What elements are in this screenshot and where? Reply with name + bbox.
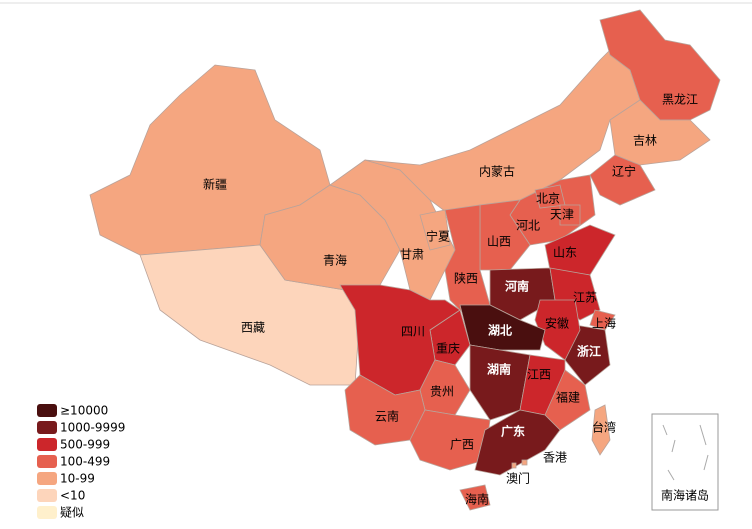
province[interactable] <box>599 9 721 121</box>
province-label: 福建 <box>556 390 580 405</box>
province-label: 广西 <box>450 438 474 452</box>
legend-label: 100-499 <box>60 455 110 469</box>
province-label: 青海 <box>323 253 347 268</box>
province[interactable] <box>544 224 616 276</box>
province[interactable] <box>474 409 561 476</box>
legend-label: 10-99 <box>60 472 95 486</box>
province-label: 云南 <box>375 409 399 424</box>
province-label: 天津 <box>550 208 574 222</box>
province-label: 江西 <box>527 368 551 382</box>
legend-swatch <box>37 421 57 434</box>
inset-label: 南海诸岛 <box>661 488 709 503</box>
province-label: 新疆 <box>203 177 227 192</box>
legend-swatch <box>37 489 57 502</box>
legend-swatch <box>37 506 57 519</box>
province-label: 甘肃 <box>400 248 424 262</box>
province-label: 黑龙江 <box>662 93 698 107</box>
legend-label: ≥10000 <box>60 404 108 418</box>
province-label: 陕西 <box>454 271 478 286</box>
province-label: 香港 <box>543 451 567 465</box>
province-label: 山东 <box>553 246 577 260</box>
province-label: 澳门 <box>506 471 530 486</box>
province-label: 西藏 <box>241 321 265 335</box>
province-label: 湖南 <box>487 362 511 377</box>
province-label: 四川 <box>401 325 425 339</box>
province[interactable] <box>521 459 528 466</box>
province-label: 山西 <box>487 235 511 249</box>
province[interactable] <box>419 209 451 251</box>
province-label: 重庆 <box>436 342 460 356</box>
province-label: 贵州 <box>430 385 454 399</box>
province[interactable] <box>459 484 491 511</box>
province-label: 台湾 <box>592 420 616 435</box>
inset-frame <box>651 413 719 511</box>
province-label: 浙江 <box>577 344 601 359</box>
province-label: 吉林 <box>633 134 657 148</box>
legend-swatch <box>37 455 57 468</box>
legend-swatch <box>37 438 57 451</box>
province-label: 湖北 <box>488 323 512 338</box>
legend-label: 500-999 <box>60 438 110 452</box>
province-label: 北京 <box>536 192 560 206</box>
legend-swatch <box>37 472 57 485</box>
province-label: 辽宁 <box>612 164 636 179</box>
province[interactable] <box>589 154 656 206</box>
province-label: 海南 <box>465 492 489 507</box>
province-label: 上海 <box>592 316 616 331</box>
province[interactable] <box>591 404 611 456</box>
legend-swatch <box>37 404 57 417</box>
province[interactable] <box>559 204 581 226</box>
province[interactable] <box>511 462 517 469</box>
province[interactable] <box>549 267 601 321</box>
legend-label: 1000-9999 <box>60 421 125 435</box>
legend-label: <10 <box>60 489 85 503</box>
province-label: 宁夏 <box>426 229 450 244</box>
province-label: 广东 <box>501 424 525 439</box>
province-label: 安徽 <box>545 316 569 331</box>
province-label: 河南 <box>504 279 529 294</box>
province-label: 江苏 <box>573 291 597 305</box>
province-label: 河北 <box>516 219 540 233</box>
legend-label: 疑似 <box>60 505 84 520</box>
province-label: 内蒙古 <box>479 164 515 179</box>
province[interactable] <box>544 369 591 431</box>
inset-lines <box>662 424 709 481</box>
